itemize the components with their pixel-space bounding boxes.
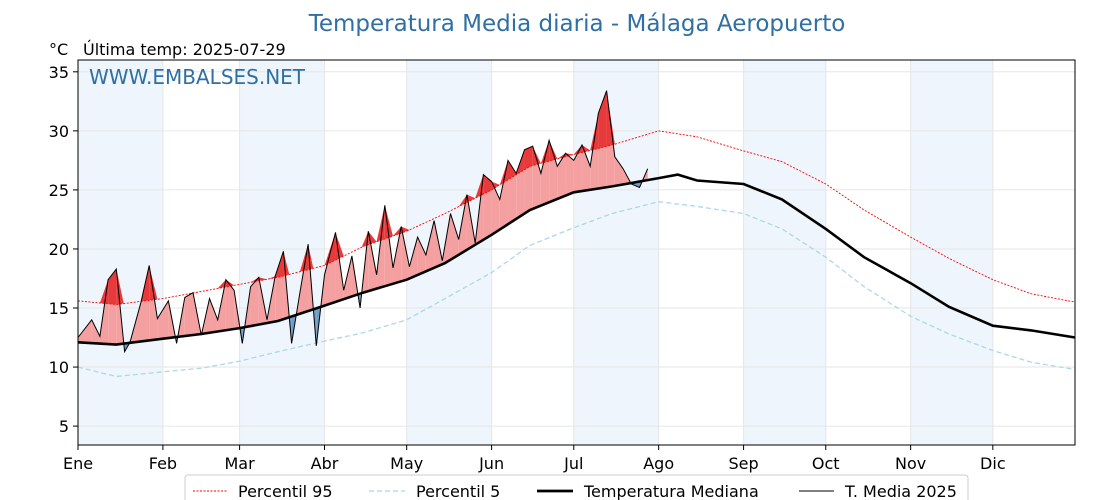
y-axis: 5 10 15 20 25 30 35 <box>49 63 78 436</box>
legend-label-p5: Percentil 5 <box>416 482 500 500</box>
fill-above-p95 <box>483 174 492 195</box>
anomaly-fills <box>78 90 648 352</box>
x-tick-label: Nov <box>895 454 926 473</box>
fill-above-median <box>565 153 574 196</box>
x-tick-label: Ene <box>63 454 93 473</box>
fill-above-p95 <box>99 279 109 304</box>
x-tick-label: May <box>390 454 423 473</box>
watermark: WWW.EMBALSES.NET <box>89 65 306 89</box>
fill-above-p95 <box>401 226 410 234</box>
x-tick-label: Oct <box>812 454 840 473</box>
chart-title: Temperatura Media diaria - Málaga Aeropu… <box>308 11 846 37</box>
x-tick-label: Abr <box>311 454 339 473</box>
fill-above-p95 <box>540 140 550 164</box>
fill-above-median <box>368 231 377 292</box>
x-tick-label: Sep <box>729 454 759 473</box>
fill-above-median <box>343 256 352 300</box>
fill-above-median <box>184 292 194 337</box>
y-tick-label: 10 <box>49 358 69 377</box>
x-tick-label: Jun <box>478 454 504 473</box>
series-p95 <box>77 130 1076 305</box>
fill-above-median <box>217 279 226 332</box>
y-tick-label: 25 <box>49 181 69 200</box>
month-band <box>239 60 325 445</box>
fill-above-p95 <box>466 194 476 203</box>
fill-above-median <box>409 237 418 279</box>
x-axis: Ene Feb Mar Abr May Jun Jul Ago Sep Oct Nov Dic <box>63 445 1006 473</box>
fill-above-p95 <box>258 277 267 281</box>
fill-above-p95 <box>376 205 385 242</box>
fill-above-p95 <box>590 113 599 151</box>
fill-above-p95 <box>324 232 336 266</box>
fill-above-p95 <box>384 205 393 239</box>
y-tick-label: 30 <box>49 122 69 141</box>
fill-above-median <box>401 226 410 282</box>
fill-above-p95 <box>573 145 582 155</box>
plot-frame <box>77 59 1076 446</box>
x-tick-label: Ago <box>643 454 674 473</box>
fill-above-median <box>209 298 218 333</box>
fill-above-p95 <box>508 160 517 180</box>
x-tick-label: Mar <box>225 454 256 473</box>
fill-above-median <box>425 220 435 272</box>
month-band <box>910 60 993 445</box>
legend-label-p95: Percentil 95 <box>238 482 333 500</box>
fill-above-median <box>225 279 235 331</box>
month-band <box>573 60 659 445</box>
fill-above-median <box>78 319 92 344</box>
last-temp-label: Última temp: 2025-07-29 <box>83 40 286 59</box>
fill-above-p95 <box>266 276 276 280</box>
fill-above-p95 <box>116 269 124 305</box>
fill-above-p95 <box>108 269 117 305</box>
fill-above-p95 <box>598 90 607 149</box>
series-p5 <box>77 201 1076 378</box>
y-tick-label: 5 <box>59 417 69 436</box>
fill-above-median <box>250 277 259 327</box>
fill-above-p95 <box>335 232 344 261</box>
series-median <box>77 173 1076 346</box>
y-tick-label: 15 <box>49 299 69 318</box>
legend-label-media2025: T. Media 2025 <box>844 482 957 500</box>
month-shading <box>78 60 993 445</box>
fill-above-p95 <box>524 146 533 170</box>
fill-above-median <box>91 319 100 344</box>
legend-label-median: Temperatura Mediana <box>583 482 759 500</box>
y-tick-label: 35 <box>49 63 69 82</box>
fill-above-median <box>157 300 169 340</box>
fill-above-median <box>450 213 459 260</box>
month-band <box>743 60 826 445</box>
fill-above-median <box>458 194 467 255</box>
unit-label: °C <box>49 40 68 59</box>
x-tick-label: Feb <box>149 454 177 473</box>
fill-above-p95 <box>491 181 500 190</box>
y-tick-label: 20 <box>49 240 69 259</box>
legend-box <box>184 474 969 500</box>
fill-above-p95 <box>299 244 309 272</box>
fill-above-p95 <box>250 277 259 283</box>
fill-above-median <box>614 156 624 186</box>
fill-above-p95 <box>458 194 467 207</box>
month-band <box>78 60 163 445</box>
fill-above-p95 <box>225 279 235 287</box>
grid-lines <box>77 60 1075 445</box>
fill-above-p95 <box>149 265 158 301</box>
fill-above-p95 <box>217 279 226 289</box>
fill-above-p95 <box>193 291 202 293</box>
fill-above-median <box>557 153 566 199</box>
series-lines <box>77 90 1076 378</box>
fill-above-median <box>392 226 402 284</box>
x-tick-label: Dic <box>980 454 1006 473</box>
x-tick-label: Jul <box>563 454 583 473</box>
fill-above-p95 <box>557 153 566 159</box>
fill-above-median <box>581 145 591 192</box>
fill-above-p95 <box>532 146 541 166</box>
fill-above-p95 <box>392 226 402 237</box>
fill-above-median <box>417 237 426 275</box>
series-media2025 <box>77 90 649 354</box>
fill-above-p95 <box>499 160 509 185</box>
legend: Percentil 95 Percentil 5 Temperatura Med… <box>184 474 969 500</box>
